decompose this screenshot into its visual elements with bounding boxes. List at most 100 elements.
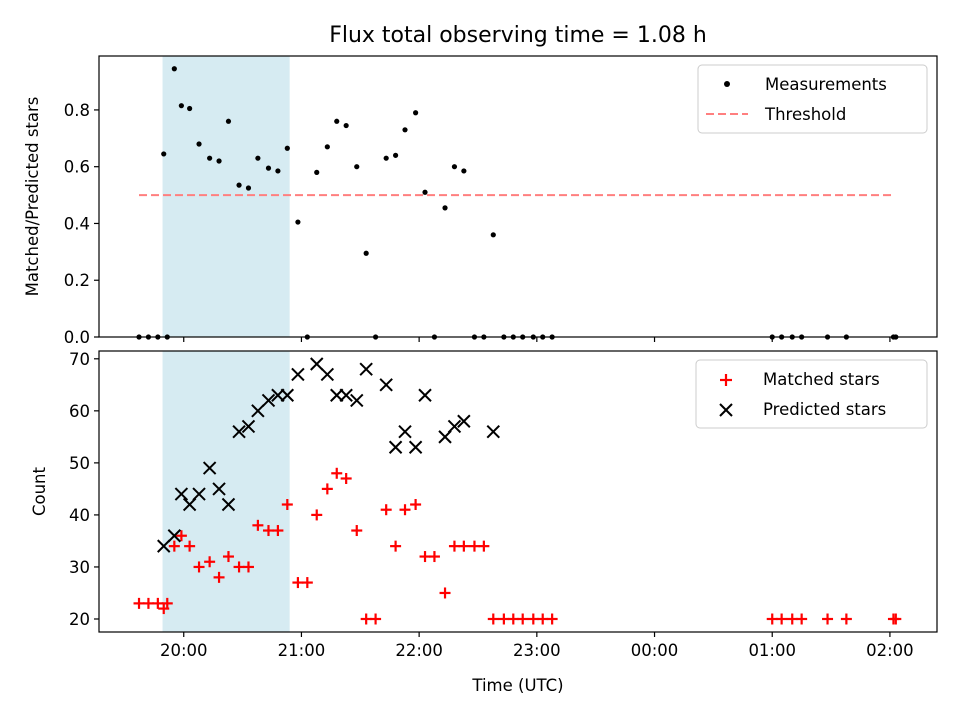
measurements-point	[363, 250, 369, 256]
measurements-point	[490, 232, 496, 238]
count-legend-box	[695, 359, 928, 429]
y-tick-label: 0.0	[64, 328, 90, 347]
observation-window-shade	[162, 56, 290, 337]
matched-stars-point	[399, 504, 411, 516]
matched-stars-point	[204, 556, 216, 568]
matched-stars-point	[175, 530, 187, 542]
measurement-points	[136, 66, 899, 340]
matched-stars-point	[292, 577, 304, 589]
count-y-axis: 20 30 40 50 60 70	[69, 350, 99, 629]
y-tick-label: 0.4	[64, 214, 90, 233]
matched-stars-point	[142, 597, 154, 609]
predicted-stars-point	[271, 388, 285, 402]
predicted-stars-point	[167, 529, 182, 543]
predicted-stars-point	[350, 393, 364, 408]
predicted-stars-point	[241, 419, 256, 434]
predicted-stars-point	[310, 357, 324, 371]
predicted-stars-point	[359, 362, 373, 376]
matched-stars-point	[448, 540, 460, 552]
predicted-stars-point	[457, 414, 471, 428]
matched-stars-point	[487, 613, 499, 625]
measurements-point	[354, 164, 360, 170]
matched-stars-point	[428, 551, 440, 563]
y-tick-label: 0.2	[64, 271, 90, 290]
measurements-point	[207, 155, 213, 161]
legend-matched-marker	[720, 374, 732, 386]
measurements-point	[422, 189, 428, 195]
predicted-stars-point	[418, 388, 432, 402]
matched-stars-point	[458, 540, 470, 552]
measurements-point	[187, 105, 193, 112]
predicted-stars-point	[261, 393, 276, 408]
y-tick-label: 60	[69, 402, 90, 421]
y-tick-label: 30	[69, 558, 90, 577]
measurements-point	[413, 110, 419, 116]
legend-predicted-label: Predicted stars	[763, 400, 886, 419]
predicted-stars-point	[212, 482, 226, 496]
matched-stars-point	[193, 561, 205, 573]
predicted-stars-point	[157, 539, 171, 553]
measurements-point	[334, 118, 340, 124]
predicted-stars-point	[232, 424, 246, 439]
matched-stars-point	[419, 551, 431, 563]
x-tick-label: 20:00	[160, 641, 208, 660]
y-tick-label: 70	[69, 350, 90, 369]
matched-stars-point	[252, 519, 264, 531]
matched-stars-point	[517, 613, 529, 625]
predicted-stars-point	[280, 388, 295, 402]
count-axes-frame	[98, 350, 938, 633]
matched-stars-point	[222, 551, 234, 563]
matched-stars-point	[890, 613, 902, 625]
matched-stars-point	[822, 613, 834, 625]
y-tick-label: 0.8	[64, 101, 90, 120]
matched-stars-point	[478, 540, 490, 552]
matched-stars-point	[301, 577, 313, 589]
count-points	[133, 357, 902, 625]
matched-stars-point	[213, 571, 225, 583]
matched-stars-point	[546, 613, 558, 625]
measurements-point	[196, 141, 202, 147]
matched-stars-point	[786, 613, 798, 625]
predicted-stars-point	[330, 388, 344, 402]
ratio-legend-box	[697, 64, 928, 134]
count-y-axis-label: Count	[30, 466, 49, 516]
y-tick-label: 40	[69, 506, 90, 525]
x-tick-label: 02:00	[866, 641, 914, 660]
predicted-stars-point	[379, 378, 393, 392]
count-panel: 20 30 40 50 60 70 20:00 21:00 22:00 23:00 00:00 01…	[30, 350, 938, 695]
y-tick-label: 50	[69, 454, 90, 473]
measurements-point	[236, 182, 242, 188]
ratio-panel: 0.00.20.40.60.8 Matched/Predicted stars …	[23, 55, 938, 347]
x-tick-label: 00:00	[631, 641, 679, 660]
matched-stars-point	[527, 613, 539, 625]
matched-stars-point	[380, 504, 392, 516]
x-tick-label: 22:00	[395, 641, 443, 660]
predicted-stars-point	[320, 367, 335, 382]
measurements-point	[178, 103, 184, 109]
predicted-stars-point	[291, 367, 305, 382]
matched-stars-point	[133, 597, 145, 609]
matched-stars-point	[340, 472, 352, 484]
measurements-point	[245, 185, 252, 191]
predicted-stars-point	[388, 440, 403, 454]
predicted-stars-point	[486, 424, 500, 439]
matched-stars-point	[537, 613, 549, 625]
measurements-point	[343, 122, 349, 129]
matched-stars-point	[370, 613, 382, 625]
matched-stars-point	[331, 467, 343, 479]
matched-stars-point	[507, 613, 519, 625]
matched-stars-point	[233, 561, 245, 573]
predicted-stars-point	[339, 388, 353, 402]
predicted-stars-point	[202, 461, 217, 475]
matched-stars-point	[311, 509, 323, 521]
matched-stars-point	[152, 597, 164, 609]
ratio-y-axis-label: Matched/Predicted stars	[23, 97, 42, 297]
matched-stars-point	[168, 540, 180, 552]
matched-stars-point	[281, 499, 293, 511]
measurements-point	[383, 155, 389, 161]
matched-stars-point	[776, 613, 788, 625]
measurements-point	[314, 169, 320, 175]
ratio-legend: Measurements Threshold	[697, 64, 928, 134]
matched-stars-point	[360, 613, 372, 625]
matched-stars-point	[321, 483, 333, 495]
